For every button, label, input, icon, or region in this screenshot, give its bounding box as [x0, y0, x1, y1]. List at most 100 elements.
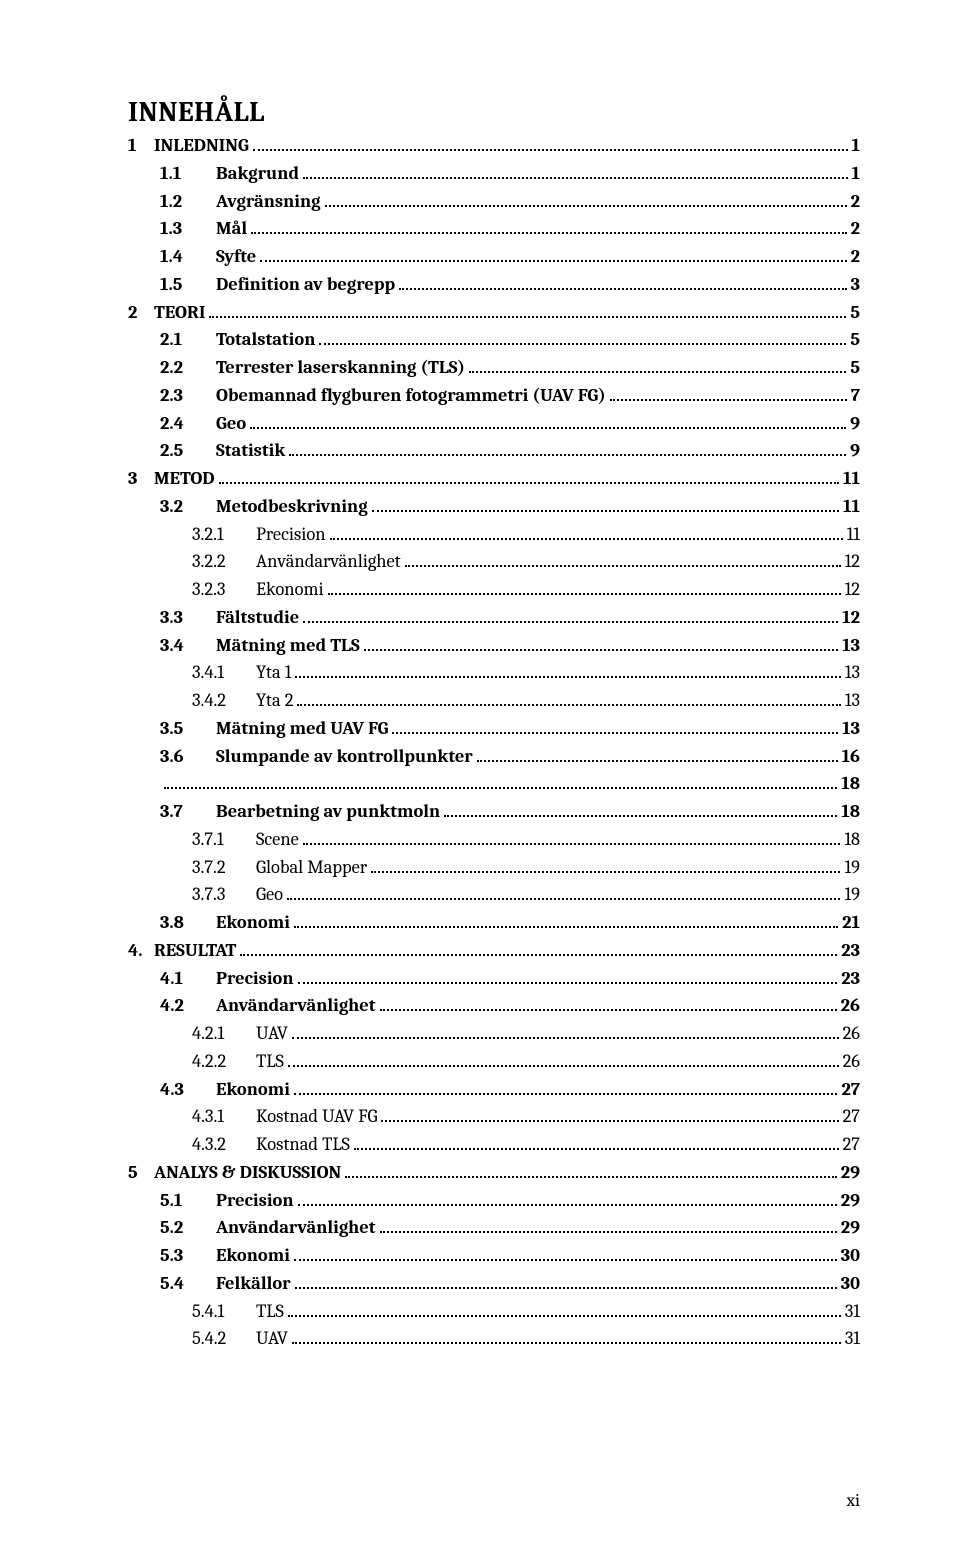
toc-page-number: 12 — [842, 604, 860, 632]
toc-entry[interactable]: 5.1Precision29 — [128, 1187, 860, 1215]
toc-entry[interactable]: 2.4Geo9 — [128, 410, 860, 438]
toc-entry[interactable]: 2.5Statistik9 — [128, 437, 860, 465]
toc-entry[interactable]: 3.7.2Global Mapper19 — [128, 854, 860, 882]
toc-label: 4.2Användarvänlighet — [160, 992, 376, 1020]
toc-entry[interactable]: 5.4.2UAV31 — [128, 1325, 860, 1353]
toc-entry[interactable]: 2TEORI5 — [128, 299, 860, 327]
toc-entry[interactable]: 5.3Ekonomi30 — [128, 1242, 860, 1270]
toc-entry[interactable]: 1.4Syfte 2 — [128, 243, 860, 271]
toc-entry[interactable]: 3.4Mätning med TLS13 — [128, 632, 860, 660]
toc-leader-dots — [164, 776, 837, 789]
toc-title: Precision — [256, 523, 326, 545]
toc-page-number: 29 — [841, 1214, 860, 1242]
toc-number: 4.2.2 — [192, 1048, 256, 1076]
toc-page-number: 12 — [845, 576, 860, 604]
toc-entry[interactable]: 2.2Terrester laserskanning (TLS)5 — [128, 354, 860, 382]
toc-entry[interactable]: 4.3Ekonomi27 — [128, 1076, 860, 1104]
toc-entry[interactable]: 5.4.1TLS31 — [128, 1298, 860, 1326]
toc-entry[interactable]: 4.2Användarvänlighet26 — [128, 992, 860, 1020]
toc-entry[interactable]: 4.2.2TLS26 — [128, 1048, 860, 1076]
toc-label: 3.7.2Global Mapper — [192, 854, 367, 882]
toc-entry[interactable]: 1.3Mål2 — [128, 215, 860, 243]
toc-number: 3.2.3 — [192, 576, 256, 604]
toc-leader-dots — [288, 1054, 839, 1067]
toc-leader-dots — [328, 582, 841, 595]
toc-entry[interactable]: 5ANALYS & DISKUSSION29 — [128, 1159, 860, 1187]
toc-entry[interactable]: 5.2Användarvänlighet 29 — [128, 1214, 860, 1242]
toc-page-number: 18 — [844, 826, 860, 854]
toc-entry[interactable]: 3METOD 11 — [128, 465, 860, 493]
toc-entry[interactable]: 4.2.1UAV26 — [128, 1020, 860, 1048]
toc-entry[interactable]: 4.1Precision23 — [128, 965, 860, 993]
toc-leader-dots — [219, 471, 839, 484]
toc-number: 3.6 — [160, 743, 216, 771]
toc-entry[interactable]: 3.4.1Yta 113 — [128, 659, 860, 687]
toc-entry[interactable]: 3.2.1Precision11 — [128, 521, 860, 549]
toc-entry[interactable]: 3.7Bearbetning av punktmoln18 — [128, 798, 860, 826]
toc-page-number: 11 — [843, 465, 860, 493]
toc-entry[interactable]: 3.6Slumpande av kontrollpunkter16 — [128, 743, 860, 771]
toc-label: 2.1Totalstation — [160, 326, 315, 354]
toc-page-number: 2 — [851, 243, 860, 271]
toc-title: TLS — [256, 1300, 284, 1322]
toc-label: 2.5Statistik — [160, 437, 285, 465]
toc-page-number: 5 — [850, 326, 860, 354]
toc-entry[interactable]: 3.5Mätning med UAV FG13 — [128, 715, 860, 743]
toc-number: 3.4.1 — [192, 659, 256, 687]
toc-label: 4.2.1UAV — [192, 1020, 288, 1048]
toc-entry[interactable]: 3.4.2Yta 213 — [128, 687, 860, 715]
toc-label: 4.1Precision — [160, 965, 294, 993]
toc-title: UAV — [256, 1022, 288, 1044]
toc-number: 5.2 — [160, 1214, 216, 1242]
toc-label: 5.4.2UAV — [192, 1325, 288, 1353]
toc-label: 4.2.2TLS — [192, 1048, 284, 1076]
toc-entry[interactable]: 2.1Totalstation 5 — [128, 326, 860, 354]
toc-number: 5.3 — [160, 1242, 216, 1270]
toc-entry[interactable]: 1.1Bakgrund1 — [128, 160, 860, 188]
toc-page-number: 1 — [852, 132, 860, 160]
toc-page-number: 12 — [845, 548, 860, 576]
toc-title: METOD — [154, 467, 215, 489]
toc-number: 3.4 — [160, 632, 216, 660]
toc-title: Precision — [216, 1189, 294, 1211]
toc-entry[interactable]: 2.3Obemannad flygburen fotogrammetri (UA… — [128, 382, 860, 410]
toc-label: 3METOD — [128, 465, 215, 493]
toc-title: Användarvänlighet — [216, 1216, 376, 1238]
toc-entry[interactable]: 18 — [128, 770, 860, 798]
toc-entry[interactable]: 5.4Felkällor30 — [128, 1270, 860, 1298]
toc-entry[interactable]: 3.8Ekonomi21 — [128, 909, 860, 937]
toc-entry[interactable]: 1.5Definition av begrepp3 — [128, 271, 860, 299]
toc-title: INLEDNING — [154, 134, 249, 156]
toc-entry[interactable]: 4.3.2Kostnad TLS27 — [128, 1131, 860, 1159]
toc-entry[interactable]: 1.2Avgränsning2 — [128, 188, 860, 216]
toc-label: 4.RESULTAT — [128, 937, 236, 965]
toc-leader-dots — [292, 1331, 841, 1344]
toc-entry[interactable]: 3.2Metodbeskrivning11 — [128, 493, 860, 521]
toc-leader-dots — [294, 1248, 837, 1261]
toc-page-number: 13 — [845, 687, 860, 715]
toc-entry[interactable]: 1INLEDNING1 — [128, 132, 860, 160]
toc-leader-dots — [371, 859, 840, 872]
toc-label: 2.4Geo — [160, 410, 246, 438]
toc-entry[interactable]: 3.2.3Ekonomi12 — [128, 576, 860, 604]
table-of-contents: 1INLEDNING11.1Bakgrund11.2Avgränsning21.… — [128, 132, 860, 1353]
toc-title: Ekonomi — [216, 1078, 290, 1100]
toc-label: 4.3.2Kostnad TLS — [192, 1131, 350, 1159]
toc-page-number: 5 — [850, 354, 860, 382]
toc-label: 1.4Syfte — [160, 243, 256, 271]
toc-number: 2.5 — [160, 437, 216, 465]
toc-title: Statistik — [216, 439, 285, 461]
toc-label: 1.2Avgränsning — [160, 188, 321, 216]
toc-number: 3.2.2 — [192, 548, 256, 576]
toc-entry[interactable]: 3.7.1Scene18 — [128, 826, 860, 854]
toc-title: Kostnad TLS — [256, 1133, 350, 1155]
toc-number: 1.4 — [160, 243, 216, 271]
toc-entry[interactable]: 3.3Fältstudie12 — [128, 604, 860, 632]
toc-entry[interactable]: 3.7.3Geo19 — [128, 881, 860, 909]
toc-leader-dots — [260, 249, 846, 262]
toc-leader-dots — [319, 332, 846, 345]
toc-entry[interactable]: 4.3.1Kostnad UAV FG27 — [128, 1103, 860, 1131]
toc-page-number: 7 — [851, 382, 860, 410]
toc-entry[interactable]: 4.RESULTAT23 — [128, 937, 860, 965]
toc-entry[interactable]: 3.2.2Användarvänlighet12 — [128, 548, 860, 576]
